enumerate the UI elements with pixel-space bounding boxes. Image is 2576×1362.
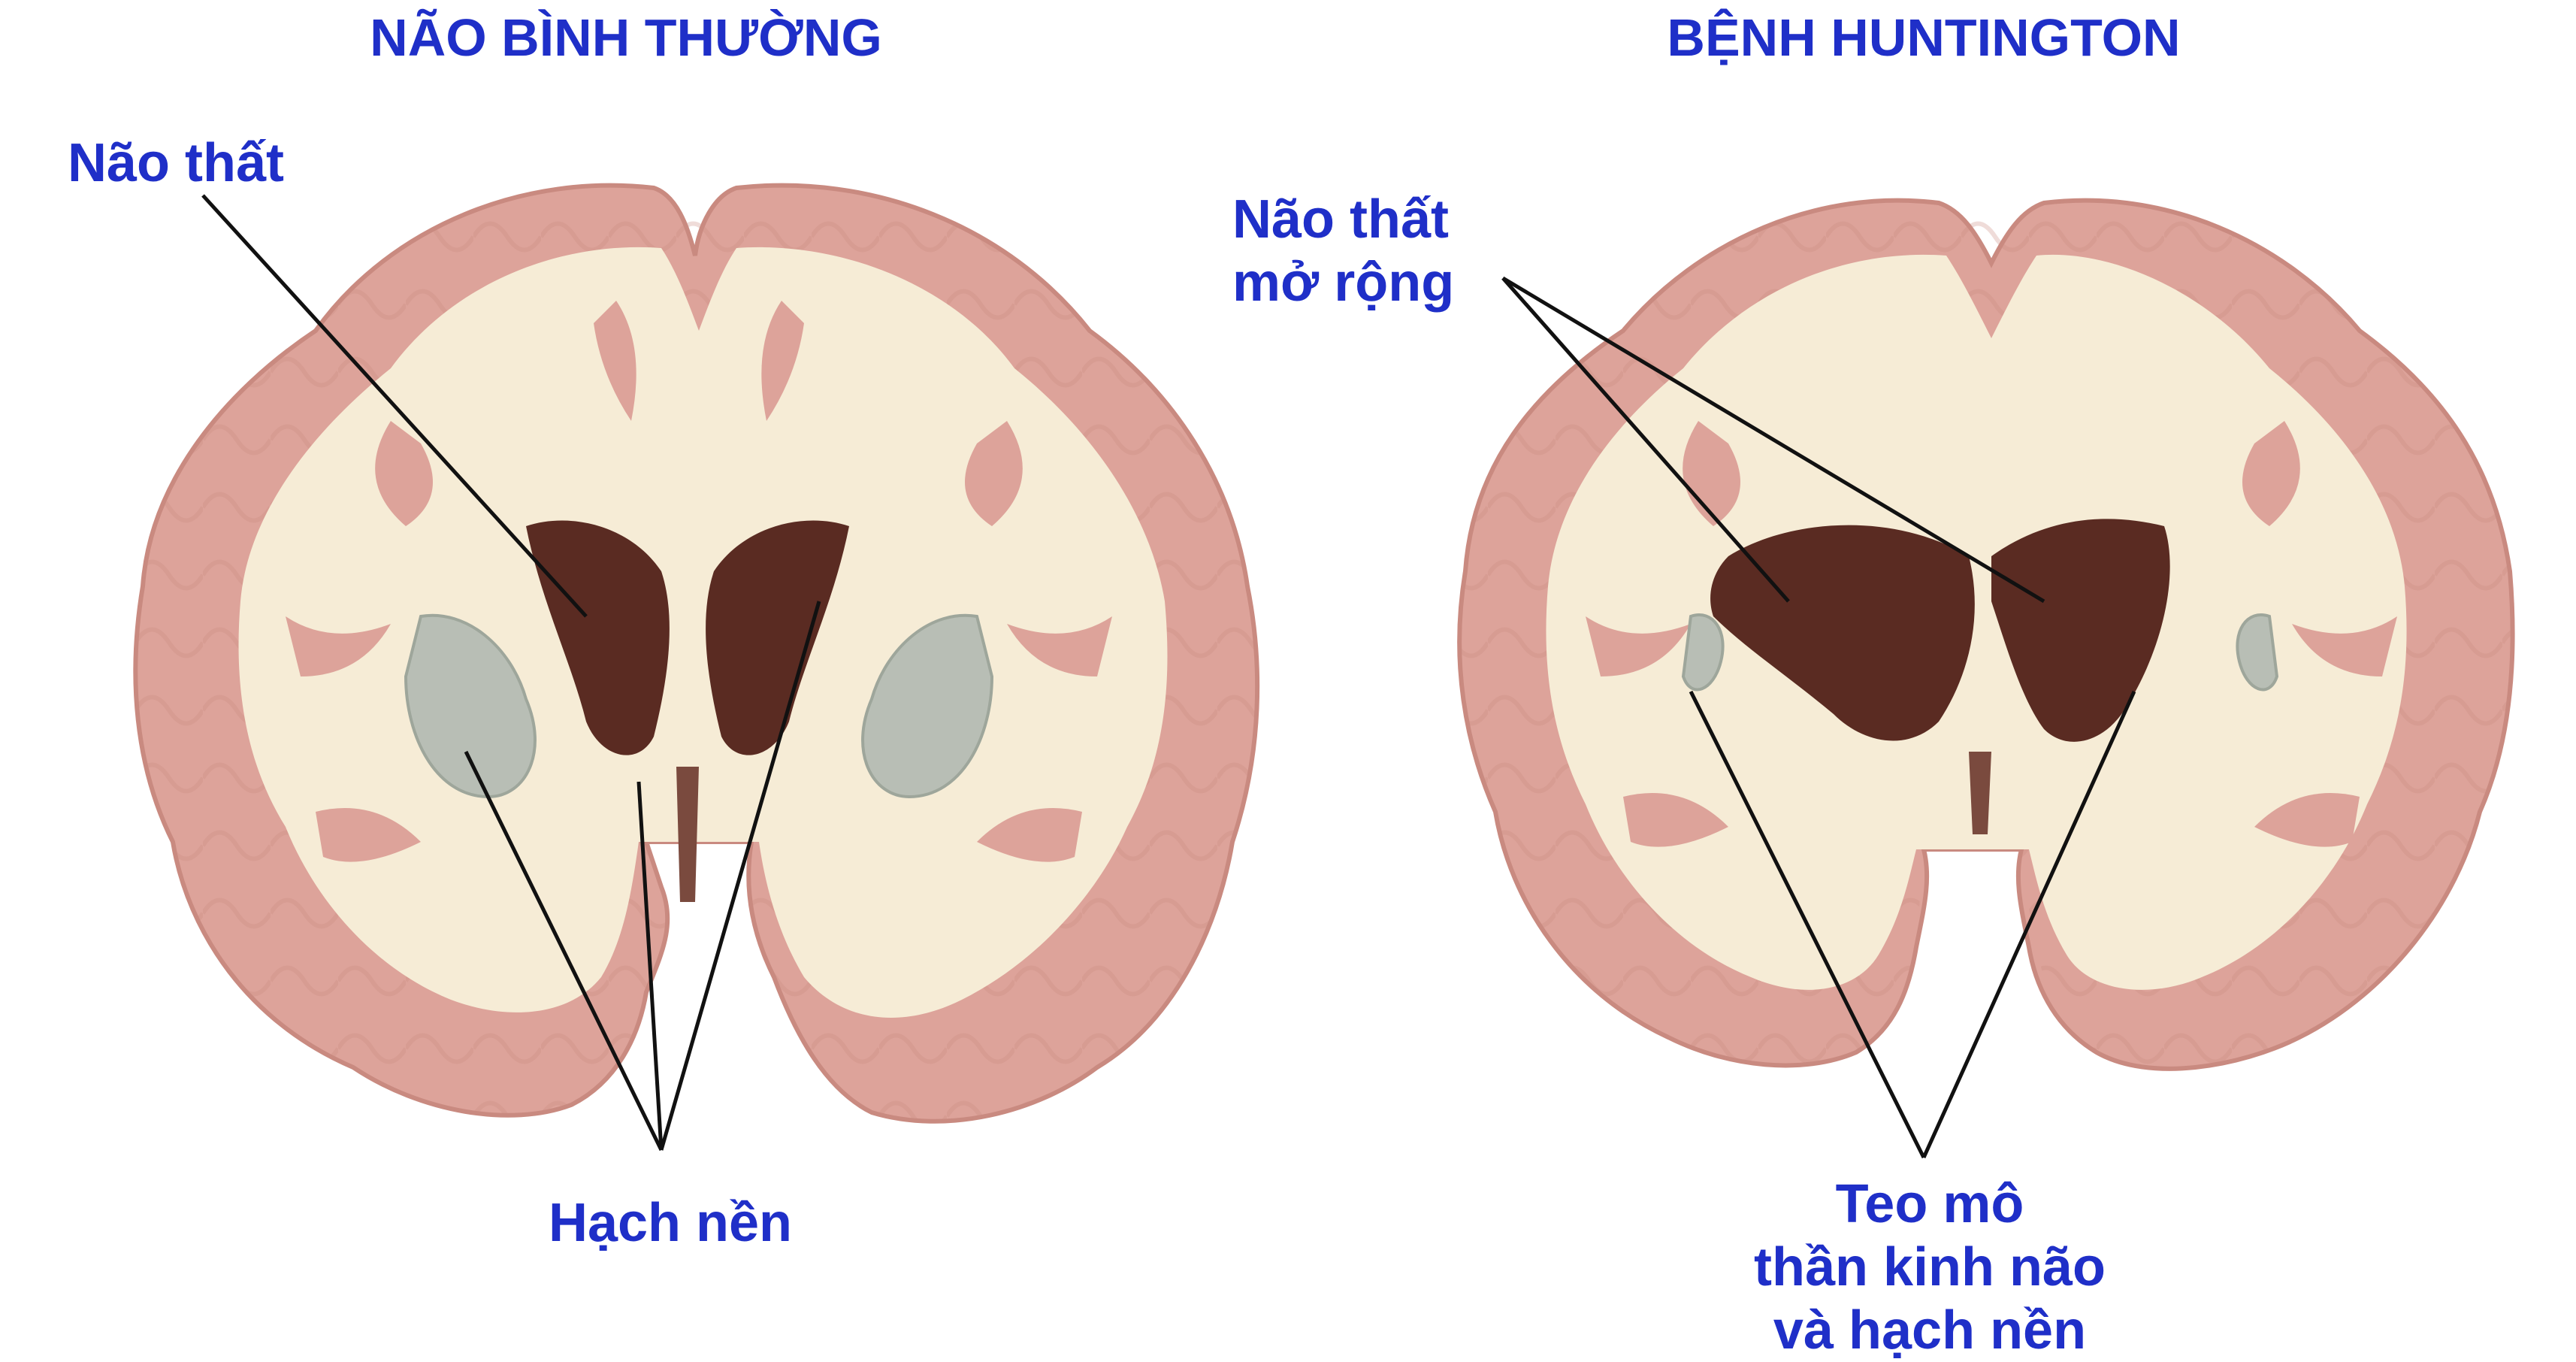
huntington-brain-title: BỆNH HUNTINGTON	[1667, 8, 2181, 67]
leader-normal-ventricle	[201, 194, 588, 618]
leader-normal-basal-3	[659, 601, 821, 1151]
leader-normal-basal-1	[464, 750, 664, 1152]
normal-ventricle-left	[526, 520, 670, 755]
huntington-ventricle-label-line2: mở rộng	[1232, 253, 1455, 313]
huntington-ventricle-label: Não thất mở rộng	[1232, 188, 1454, 314]
huntington-atrophy-line1: Teo mô	[1835, 1174, 2024, 1234]
leader-huntington-ventricle-2	[1501, 276, 2045, 604]
huntington-atrophy-line3: và hạch nền	[1773, 1300, 2087, 1360]
normal-basal-ganglia-right	[861, 613, 994, 799]
normal-brain-cross-section	[133, 183, 1260, 1124]
normal-basal-ganglia-left	[404, 613, 537, 799]
huntington-basal-ganglia-right	[2236, 613, 2279, 692]
huntington-ventricle-left	[1710, 525, 1975, 741]
huntington-brain-cross-section	[1457, 198, 2515, 1071]
leader-lines	[201, 194, 2136, 1159]
huntington-atrophy-line2: thần kinh não	[1754, 1237, 2106, 1297]
leader-huntington-atrophy-2	[1921, 690, 2136, 1159]
normal-ventricle-right	[706, 520, 849, 755]
huntington-basal-ganglia-left	[1681, 613, 1725, 692]
normal-ventricle-label: Não thất	[68, 133, 284, 193]
huntington-ventricle-right	[1991, 519, 2170, 742]
huntington-atrophy-label: Teo mô thần kinh não và hạch nền	[1754, 1173, 2106, 1362]
leader-huntington-atrophy-1	[1689, 690, 1926, 1159]
huntington-brain-white-matter	[1546, 254, 2407, 990]
normal-basal-ganglia-label: Hạch nền	[548, 1193, 793, 1253]
leader-huntington-ventricle-1	[1501, 277, 1790, 603]
normal-brain-white-matter	[238, 247, 1168, 1018]
huntington-ventricle-label-line1: Não thất	[1232, 189, 1449, 250]
normal-third-ventricle	[676, 767, 699, 902]
normal-brain-title: NÃO BÌNH THƯỜNG	[370, 8, 882, 67]
huntington-third-ventricle	[1969, 752, 1991, 834]
leader-normal-basal-2	[636, 781, 664, 1151]
